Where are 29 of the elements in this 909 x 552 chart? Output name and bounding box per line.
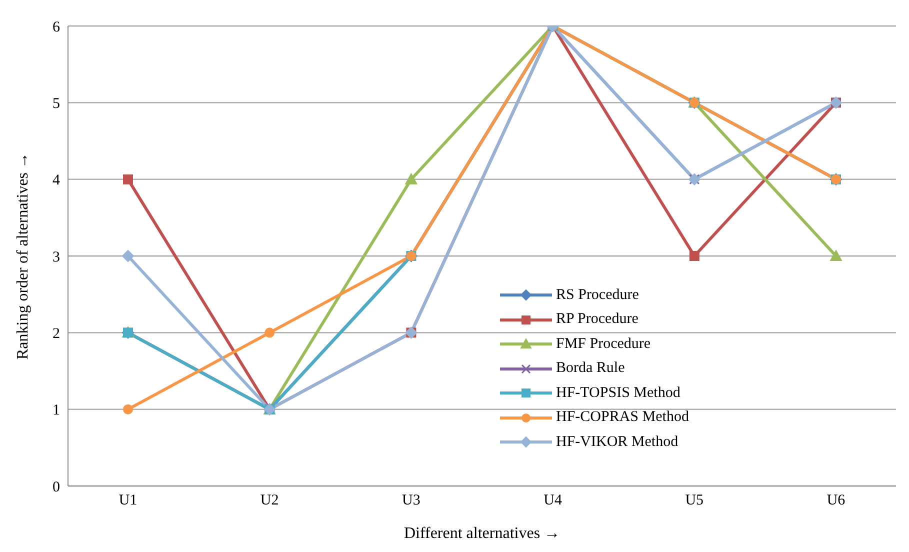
- x-tick-label: U1: [118, 492, 138, 509]
- y-axis-title: Ranking order of alternatives →: [14, 152, 32, 360]
- x-tick-label: U3: [402, 492, 420, 509]
- legend-label: RS Procedure: [556, 286, 639, 304]
- legend-label: RP Procedure: [556, 311, 638, 328]
- legend-label: FMF Procedure: [556, 336, 651, 353]
- point: [123, 174, 133, 184]
- y-tick-label: 2: [52, 326, 60, 342]
- x-tick-label: U2: [260, 492, 279, 509]
- y-tick-label: 1: [52, 402, 60, 419]
- legend-label: HF-TOPSIS Method: [556, 384, 680, 402]
- y-tick-label: 6: [52, 19, 60, 36]
- y-tick-label: 4: [52, 172, 60, 189]
- point: [830, 250, 842, 261]
- point: [122, 250, 134, 262]
- x-axis-title: Different alternatives →: [404, 525, 560, 542]
- y-tick-label: 0: [52, 479, 60, 496]
- x-tick-label: U6: [826, 492, 846, 509]
- y-tick-label: 3: [52, 249, 60, 266]
- x-tick-label: U5: [685, 492, 704, 509]
- legend-label: Borda Rule: [556, 360, 625, 378]
- legend-label: HF-COPRAS Method: [556, 409, 689, 426]
- y-tick-label: 5: [52, 96, 60, 112]
- legend-label: HF-VIKOR Method: [556, 434, 678, 451]
- point: [264, 328, 275, 338]
- point: [405, 173, 418, 184]
- point: [123, 404, 133, 414]
- point: [689, 251, 700, 261]
- x-tick-label: U4: [544, 492, 562, 509]
